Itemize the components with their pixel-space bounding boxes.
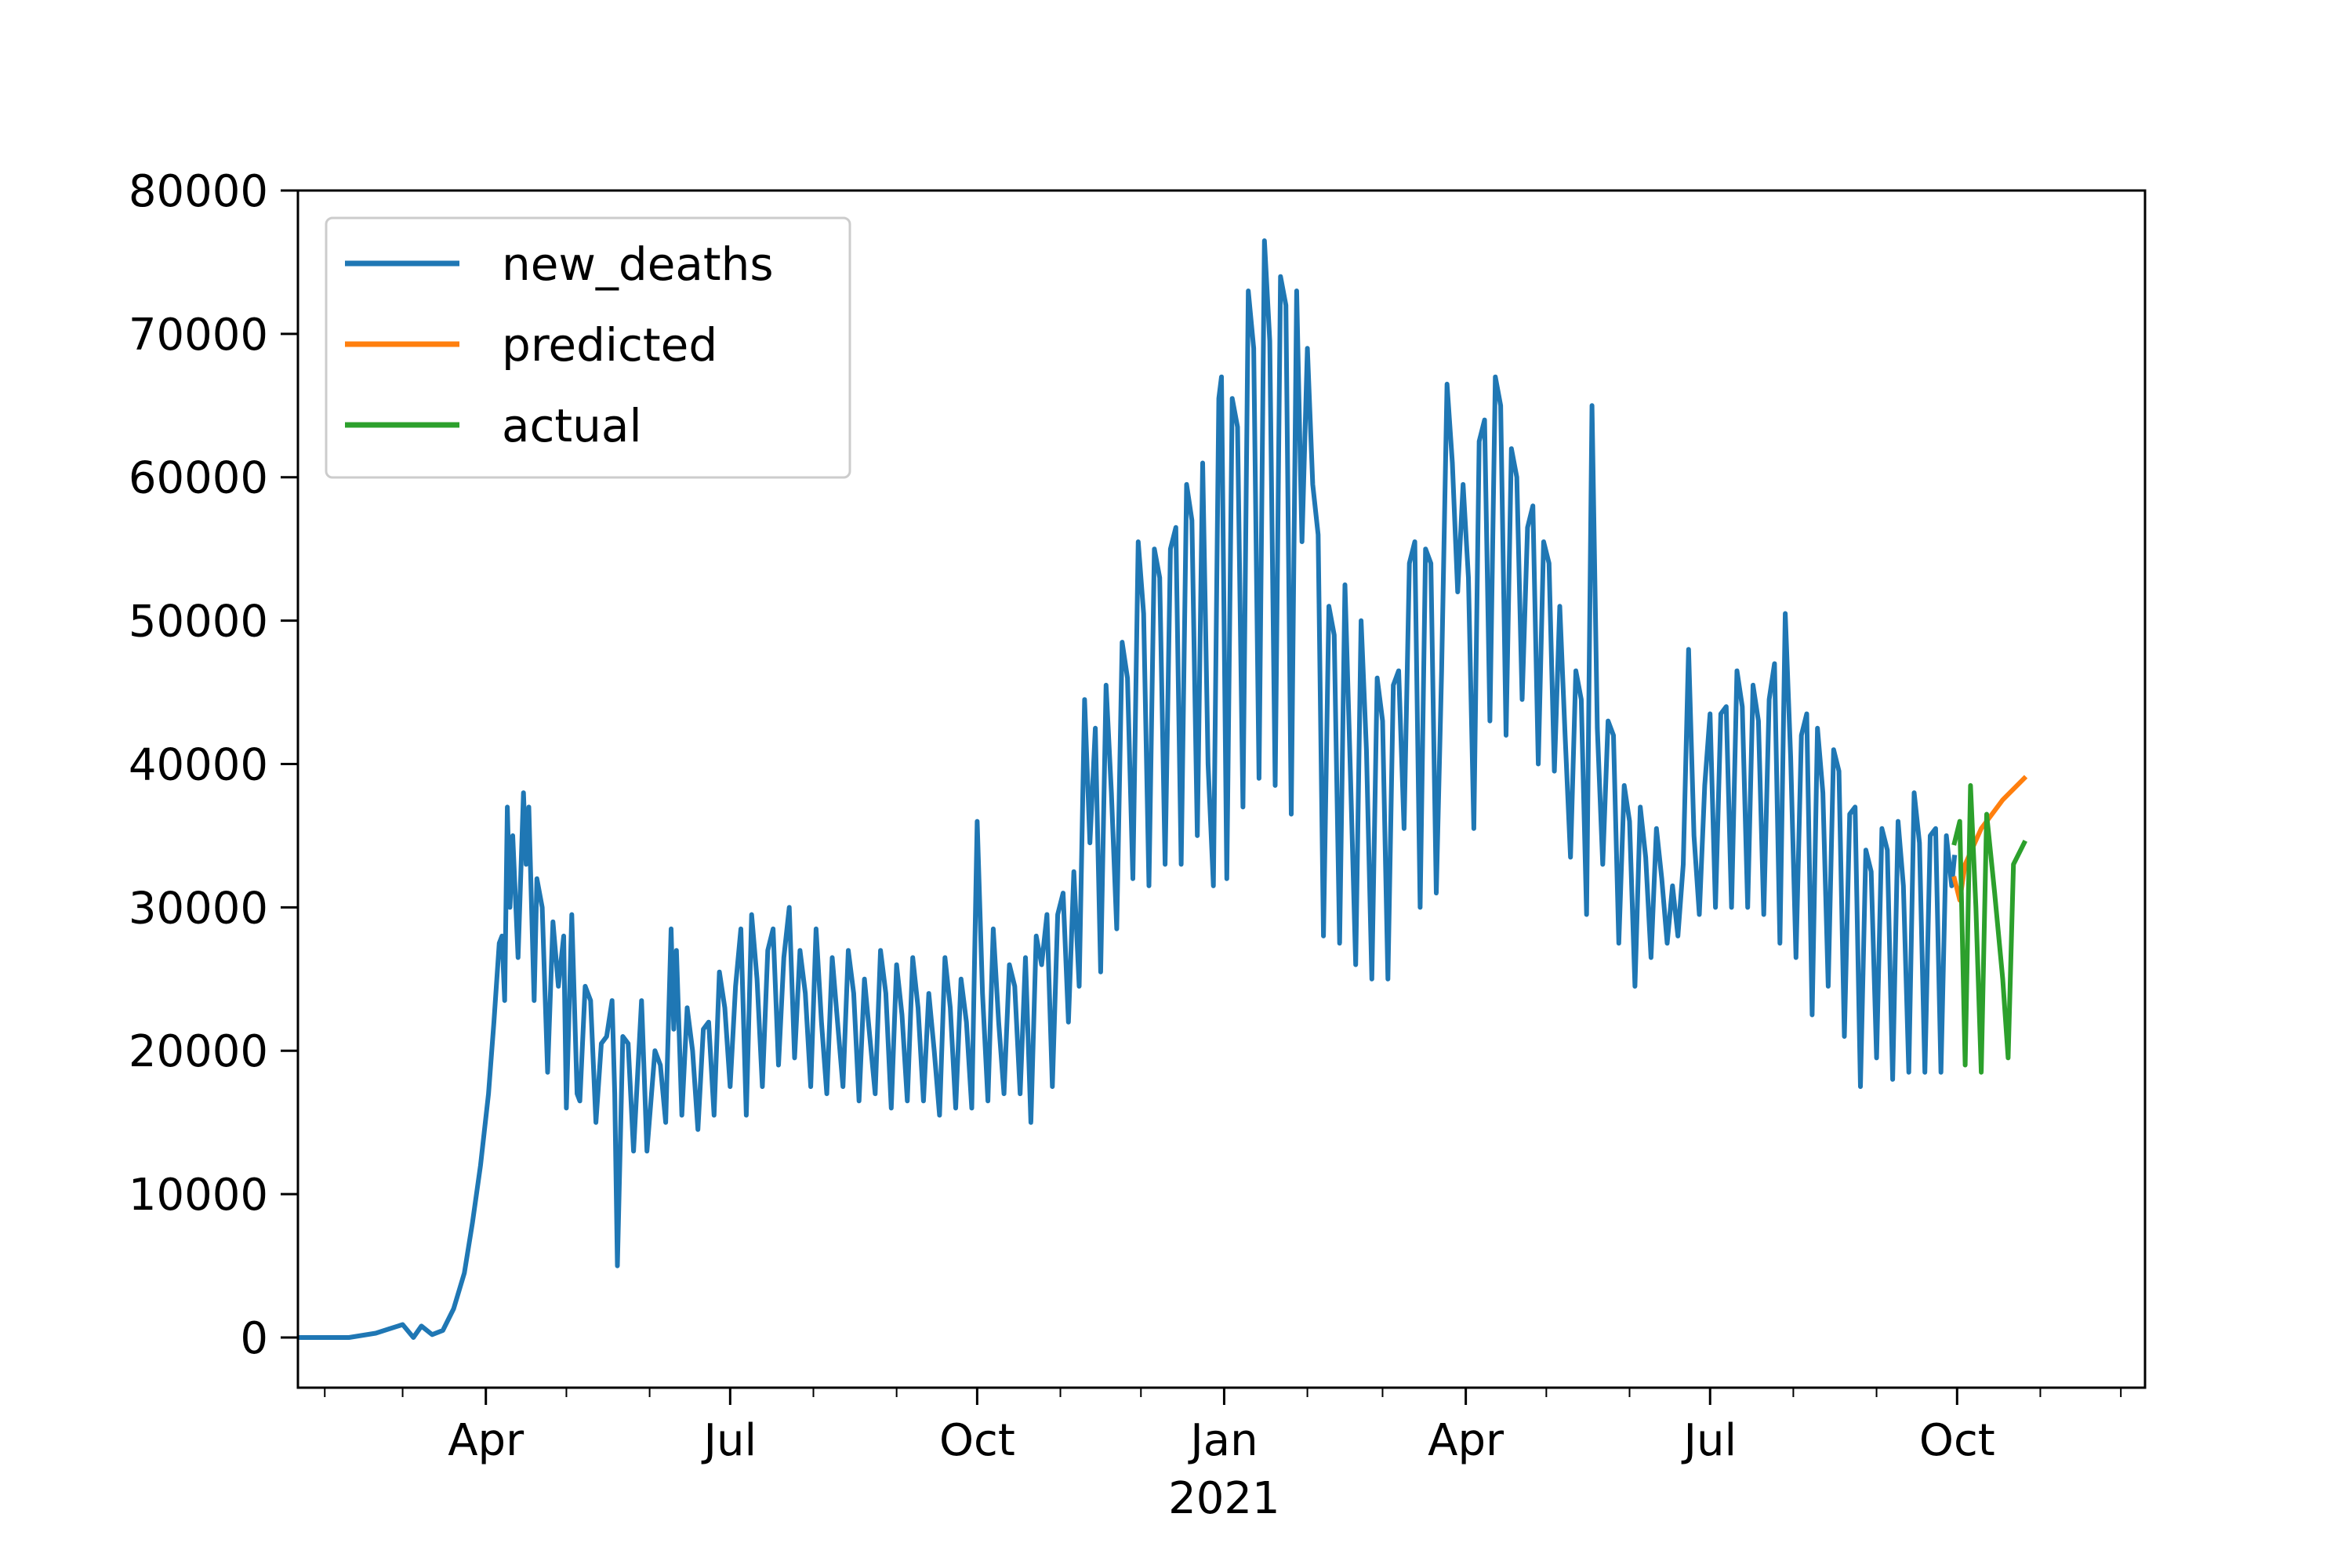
x-axis: Apr Jul Oct Jan 2021 Apr Jul Oct <box>324 1388 2122 1524</box>
legend-label: new_deaths <box>502 238 774 291</box>
y-tick-label: 0 <box>240 1313 268 1364</box>
y-tick-label: 70000 <box>129 310 268 361</box>
y-tick-label: 40000 <box>129 739 268 790</box>
x-tick-label: Oct <box>1919 1415 1995 1466</box>
series-layer <box>298 238 2028 1340</box>
y-tick-label: 50000 <box>129 597 268 648</box>
y-tick-label: 80000 <box>129 166 268 217</box>
x-tick-label: Apr <box>1428 1415 1504 1466</box>
y-axis: 0 10000 20000 30000 40000 50000 60000 70000 8000… <box>129 166 298 1364</box>
legend-box <box>325 216 851 479</box>
legend-label: actual <box>502 399 642 452</box>
x-tick-label: Jul <box>702 1415 757 1466</box>
plot-frame <box>296 189 2147 1389</box>
y-tick-label: 60000 <box>129 453 268 504</box>
y-tick-label: 30000 <box>129 883 268 934</box>
x-tick-label: Jan <box>1188 1415 1258 1466</box>
y-tick-label: 10000 <box>129 1170 268 1221</box>
x-tick-sublabel: 2021 <box>1168 1473 1280 1524</box>
series-line-new-deaths <box>298 238 1958 1340</box>
legend-label: predicted <box>502 318 717 372</box>
x-tick-label: Oct <box>939 1415 1015 1466</box>
x-tick-label: Jul <box>1681 1415 1737 1466</box>
x-tick-label: Apr <box>448 1415 524 1466</box>
legend: new_deaths predicted actual <box>325 216 851 479</box>
y-tick-label: 20000 <box>129 1026 268 1077</box>
series-line-actual <box>1951 782 2027 1075</box>
